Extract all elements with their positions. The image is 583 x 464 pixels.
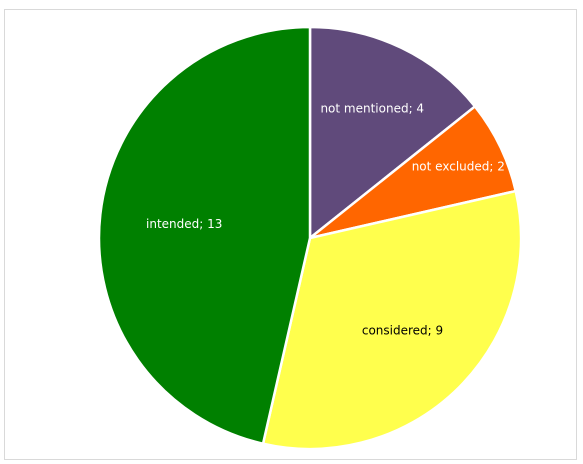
pie-slice-considered (261, 189, 523, 451)
pie-label-not-mentioned: not mentioned; 4 (320, 102, 424, 116)
pie-labels: not mentioned; 4 not excluded; 2 considere… (146, 102, 505, 338)
pie-label-intended: intended; 13 (146, 217, 222, 231)
pie-label-not-excluded: not excluded; 2 (412, 160, 505, 174)
pie-slice-not-mentioned (308, 25, 477, 240)
pie-label-considered: considered; 9 (362, 324, 443, 338)
pie-slices (97, 25, 523, 451)
pie-slice-intended (97, 25, 312, 445)
